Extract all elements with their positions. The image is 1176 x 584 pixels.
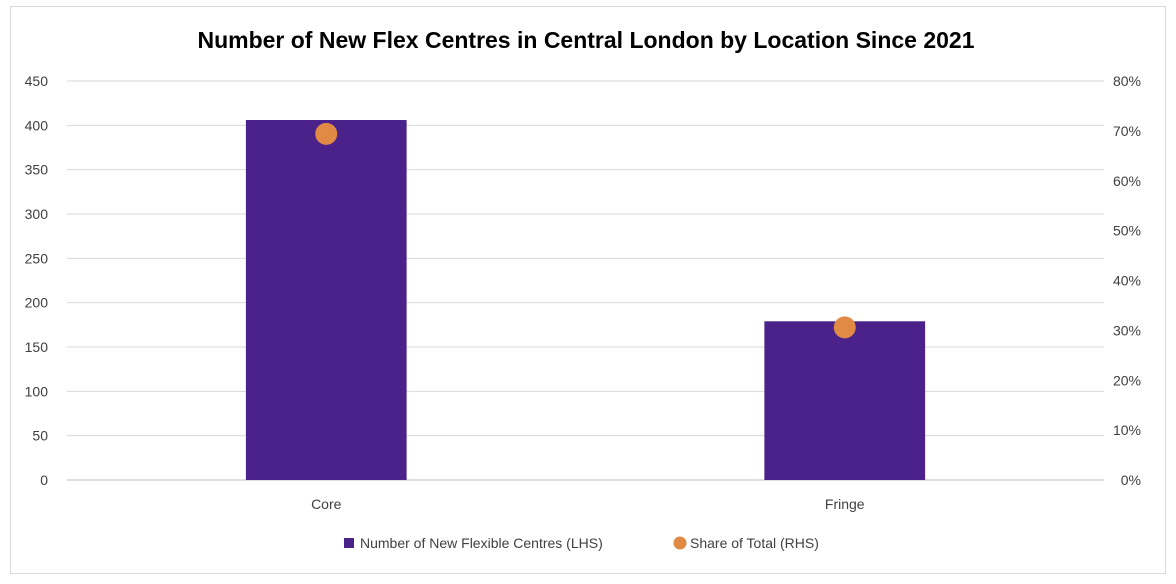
bar — [764, 321, 926, 480]
y2-tick-label: 60% — [1113, 173, 1141, 189]
x-tick-label: Fringe — [825, 496, 865, 512]
legend-label-points: Share of Total (RHS) — [690, 535, 819, 551]
y-tick-label: 350 — [25, 162, 49, 178]
chart-title: Number of New Flex Centres in Central Lo… — [197, 27, 974, 53]
y2-tick-label: 50% — [1113, 223, 1141, 239]
y2-tick-label: 40% — [1113, 273, 1141, 289]
legend-swatch-bars — [344, 538, 354, 548]
y2-tick-label: 0% — [1121, 472, 1141, 488]
y2-tick-label: 20% — [1113, 372, 1141, 388]
share-point — [315, 122, 338, 145]
gridlines — [67, 80, 1104, 481]
y-tick-label: 0 — [40, 472, 48, 488]
y2-tick-label: 70% — [1113, 123, 1141, 139]
share-point — [833, 316, 856, 339]
left-axis: 0 50 100 150 200 250 300 350 400 450 — [25, 73, 49, 488]
y-tick-label: 150 — [25, 339, 49, 355]
y2-tick-label: 30% — [1113, 322, 1141, 338]
bar — [245, 120, 407, 480]
y-tick-label: 200 — [25, 295, 49, 311]
y-tick-label: 50 — [32, 428, 48, 444]
y-tick-label: 250 — [25, 250, 49, 266]
points — [315, 122, 856, 339]
legend-swatch-points — [673, 536, 687, 550]
y-tick-label: 100 — [25, 383, 49, 399]
category-labels: Core Fringe — [311, 496, 865, 512]
legend[interactable]: Number of New Flexible Centres (LHS) Sha… — [344, 535, 819, 551]
y2-tick-label: 80% — [1113, 73, 1141, 89]
bars — [245, 120, 926, 480]
legend-label-bars: Number of New Flexible Centres (LHS) — [360, 535, 603, 551]
chart-frame — [10, 6, 1166, 574]
y-tick-label: 300 — [25, 206, 49, 222]
y-tick-label: 450 — [25, 73, 49, 89]
y-tick-label: 400 — [25, 117, 49, 133]
x-tick-label: Core — [311, 496, 342, 512]
y2-tick-label: 10% — [1113, 422, 1141, 438]
right-axis: 0% 10% 20% 30% 40% 50% 60% 70% 80% — [1113, 73, 1141, 488]
